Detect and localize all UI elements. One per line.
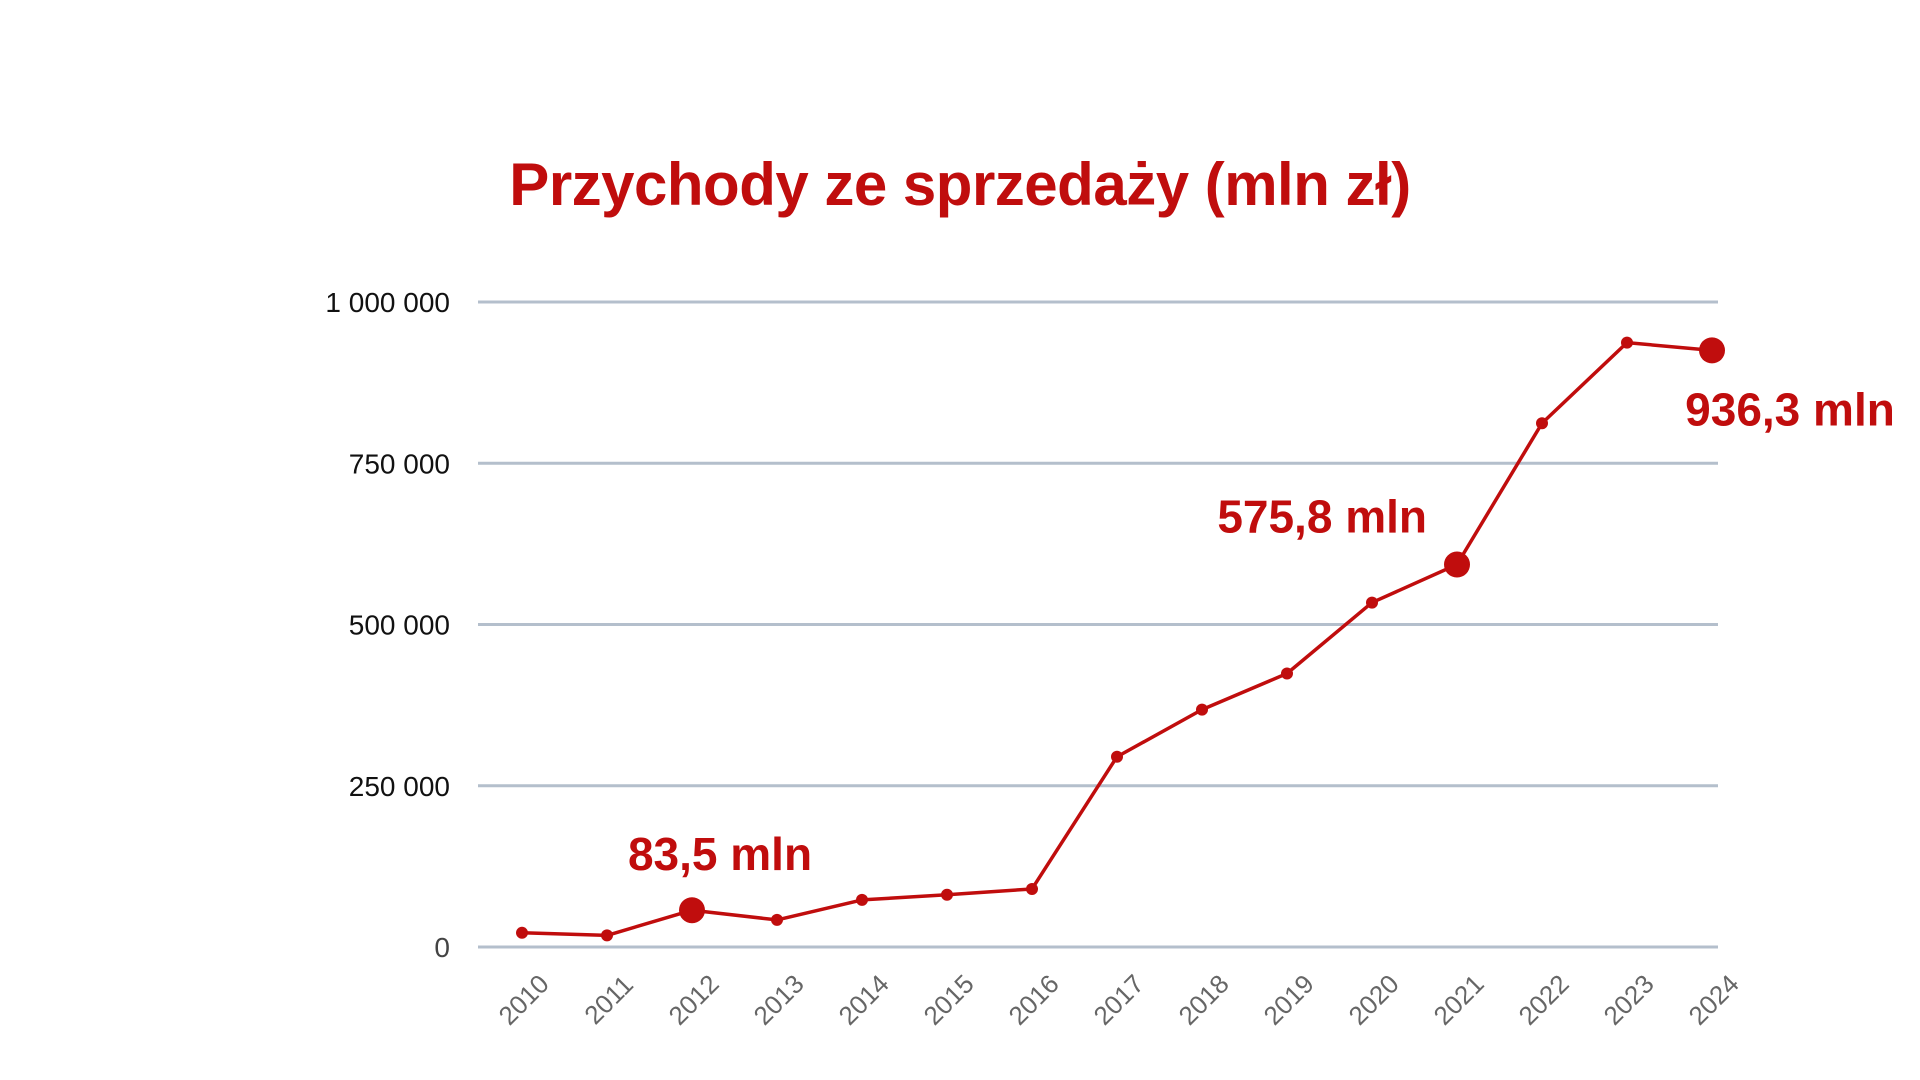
y-tick-label: 500 000 [349, 610, 450, 641]
highlight-point [1699, 337, 1725, 364]
chart-title: Przychody ze sprzedaży (mln zł) [509, 151, 1411, 218]
x-tick-label: 2011 [578, 969, 639, 1030]
x-tick-label: 2020 [1343, 969, 1405, 1031]
data-point [1281, 667, 1293, 680]
data-point [516, 926, 528, 939]
x-tick-label: 2012 [663, 969, 725, 1031]
data-point [856, 893, 868, 906]
data-point [771, 913, 783, 926]
x-tick-label: 2023 [1598, 969, 1660, 1031]
y-tick-label: 750 000 [349, 448, 450, 479]
data-point [1536, 417, 1548, 430]
x-axis-ticks: 2010 2011 2012 2013 2014 2015 2016 2017 2018 2019… [493, 969, 1745, 1031]
x-tick-label: 2016 [1003, 969, 1065, 1031]
x-tick-label: 2013 [748, 969, 810, 1031]
highlight-point [1444, 551, 1470, 578]
annotation-label: 575,8 mln [1217, 491, 1427, 543]
data-point [1366, 596, 1378, 609]
highlight-point [679, 897, 705, 924]
data-points [516, 336, 1725, 942]
x-tick-label: 2018 [1173, 969, 1235, 1031]
x-tick-label: 2021 [1428, 969, 1490, 1031]
y-axis-ticks: 0 250 000 500 000 750 000 1 000 000 [325, 287, 450, 963]
x-tick-label: 2022 [1513, 969, 1575, 1031]
data-point [1621, 336, 1633, 349]
annotation-label: 83,5 mln [628, 828, 812, 880]
x-tick-label: 2019 [1258, 969, 1320, 1031]
annotations: 83,5 mln 575,8 mln 936,3 mln [628, 383, 1895, 880]
x-tick-label: 2014 [833, 969, 895, 1031]
data-point [601, 929, 613, 942]
data-point [1026, 882, 1038, 895]
y-tick-label: 250 000 [349, 771, 450, 802]
y-tick-label: 0 [434, 932, 450, 963]
x-tick-label: 2024 [1683, 969, 1745, 1031]
data-point [1196, 703, 1208, 716]
x-tick-label: 2010 [493, 969, 555, 1031]
x-tick-label: 2015 [918, 969, 980, 1031]
data-point [1111, 750, 1123, 763]
y-tick-label: 1 000 000 [325, 287, 450, 318]
x-tick-label: 2017 [1088, 969, 1150, 1031]
annotation-label: 936,3 mln [1685, 383, 1895, 435]
data-point [941, 888, 953, 901]
